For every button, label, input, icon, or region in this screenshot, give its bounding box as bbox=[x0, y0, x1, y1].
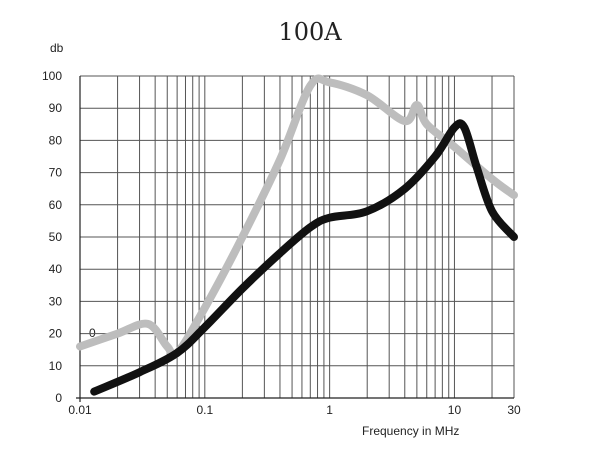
y-tick-label: 90 bbox=[49, 101, 63, 115]
y-tick-label: 100 bbox=[42, 69, 62, 83]
x-tick-label: 1 bbox=[326, 403, 333, 417]
y-tick-label: 40 bbox=[49, 262, 63, 276]
series-lines bbox=[76, 74, 518, 396]
x-tick-label: 30 bbox=[507, 403, 521, 417]
y-tick-label: 50 bbox=[49, 230, 63, 244]
y-axis-label: db bbox=[50, 41, 64, 55]
y-tick-label: 70 bbox=[49, 166, 63, 180]
x-tick-label: 0.01 bbox=[68, 403, 92, 417]
x-axis-label: Frequency in MHz bbox=[362, 424, 459, 438]
y-tick-label: 80 bbox=[49, 133, 63, 147]
y-tick-label: 30 bbox=[49, 294, 63, 308]
y-ticks: 0 10 20 30 40 50 60 70 80 90 100 bbox=[42, 69, 62, 405]
x-tick-label: 0.1 bbox=[196, 403, 213, 417]
chart-title: 100A bbox=[278, 18, 342, 46]
series-line-black bbox=[90, 119, 518, 396]
series-line-gray bbox=[76, 74, 518, 360]
y-tick-label: 60 bbox=[49, 198, 63, 212]
x-ticks: 0.01 0.1 1 10 30 bbox=[68, 403, 521, 417]
y-tick-label: 10 bbox=[49, 359, 63, 373]
y-tick-label: 0 bbox=[55, 391, 62, 405]
x-tick-label: 10 bbox=[448, 403, 462, 417]
stray-label: 0 bbox=[89, 326, 96, 340]
y-tick-label: 20 bbox=[49, 327, 63, 341]
